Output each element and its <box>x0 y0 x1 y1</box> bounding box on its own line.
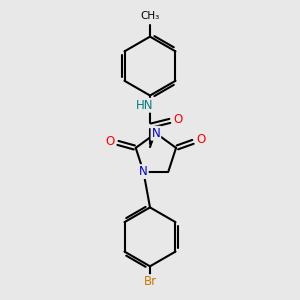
Text: O: O <box>173 112 182 126</box>
Text: O: O <box>106 135 115 148</box>
Text: O: O <box>196 134 206 146</box>
Text: N: N <box>152 127 160 140</box>
Text: Br: Br <box>143 275 157 288</box>
Text: CH₃: CH₃ <box>140 11 160 21</box>
Text: HN: HN <box>136 99 154 112</box>
Text: N: N <box>139 165 148 178</box>
